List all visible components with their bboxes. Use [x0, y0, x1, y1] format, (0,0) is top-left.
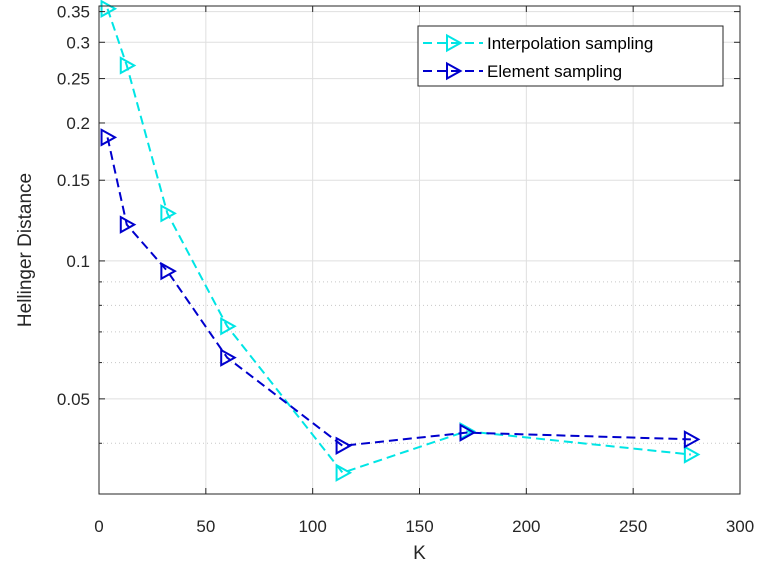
series-line-1 [106, 8, 691, 474]
series-layer [100, 0, 701, 482]
series-2-marker [220, 348, 237, 367]
y-axis-title: Hellinger Distance [15, 173, 36, 327]
series-2-marker [100, 128, 118, 147]
x-tick-label: 0 [94, 517, 103, 536]
y-tick-label: 0.3 [66, 33, 90, 52]
series-1-marker [100, 0, 118, 18]
legend-label-element: Element sampling [487, 62, 622, 81]
x-tick-label: 100 [298, 517, 326, 536]
x-tick-label: 50 [196, 517, 215, 536]
series-1-marker [335, 463, 353, 482]
y-tick-label: 0.15 [57, 171, 90, 190]
y-tick-label: 0.25 [57, 70, 90, 89]
legend: Interpolation sampling Element sampling [417, 25, 724, 87]
x-axis-title: K [413, 543, 426, 563]
y-tick-label: 0.1 [66, 252, 90, 271]
x-tick-label: 150 [405, 517, 433, 536]
y-tick-label: 0.35 [57, 3, 90, 22]
legend-label-interpolation: Interpolation sampling [487, 34, 653, 53]
series-2-marker [160, 261, 177, 281]
x-tick-label: 250 [619, 517, 647, 536]
series-1-marker [160, 204, 177, 223]
x-tick-label: 300 [726, 517, 754, 536]
y-tick-label: 0.05 [57, 390, 90, 409]
series-2-marker [683, 430, 701, 449]
legend-box [417, 25, 724, 87]
series-2-marker [119, 215, 137, 234]
ticks-layer: 0 50 100 150 200 250 300 0.05 0.1 0.15 0.2 0.25 0.3 0… [57, 3, 754, 536]
series-2-marker [459, 423, 477, 442]
x-tick-label: 200 [512, 517, 540, 536]
legend-marker-interpolation [446, 33, 463, 53]
series-1-marker [683, 445, 701, 464]
series-1-marker [220, 317, 237, 336]
series-line-2 [106, 137, 691, 447]
y-tick-label: 0.2 [66, 114, 90, 133]
series-1-marker [119, 56, 137, 75]
legend-marker-element [446, 61, 463, 81]
series-2-marker [335, 436, 353, 455]
